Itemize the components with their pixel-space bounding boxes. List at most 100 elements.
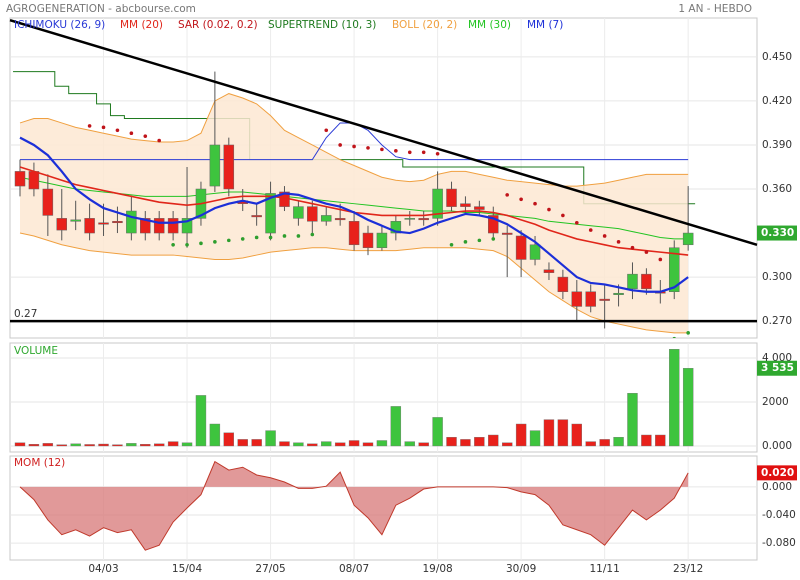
volume-bar (167, 441, 179, 447)
x-tick-label: 11/11 (590, 563, 620, 575)
volume-bar (195, 395, 207, 447)
legend-entry: MM (30) (468, 19, 511, 31)
volume-bar (14, 442, 26, 447)
x-tick-label: 30/09 (506, 563, 536, 575)
legend-entry: BOLL (20, 2) (392, 19, 457, 31)
volume-bar (223, 432, 235, 447)
volume-bar (112, 444, 123, 447)
volume-bar (682, 368, 694, 447)
volume-bar (474, 436, 485, 447)
candle-body (320, 215, 332, 222)
y-tick-label: 0.420 (762, 95, 792, 107)
candle-body (390, 221, 402, 234)
y-tick-label: 2000 (762, 396, 789, 408)
sar-dot (588, 228, 593, 232)
volume-bar (543, 419, 555, 447)
sar-dot (101, 125, 106, 130)
candle-body (668, 247, 680, 293)
sar-dot (324, 128, 329, 133)
sar-dot (143, 134, 148, 138)
sar-dot (644, 250, 649, 254)
sar-dot (352, 144, 356, 149)
legend-entry: MM (7) (527, 19, 563, 31)
candle-body (627, 273, 638, 290)
volume-bar (460, 439, 471, 447)
candle-body (418, 218, 429, 221)
sar-dot (185, 242, 189, 247)
candle-body (362, 232, 374, 248)
volume-bar (404, 441, 415, 447)
volume-bar (42, 443, 54, 447)
volume-bar (362, 442, 374, 447)
sar-dot (533, 201, 537, 206)
y-tick-label: 0.000 (762, 440, 792, 452)
candle-body (571, 291, 583, 307)
volume-bar (613, 436, 624, 447)
candle-body (153, 218, 165, 234)
trendline (9, 19, 758, 246)
volume-bar (307, 443, 318, 447)
candle-body (348, 221, 360, 246)
moving-average (19, 136, 689, 293)
volume-bar (529, 430, 541, 447)
volume-bar (279, 441, 290, 447)
main-plot (13, 71, 696, 338)
sar-dot (199, 241, 203, 246)
volume-bar (557, 419, 569, 447)
sar-dot (171, 242, 175, 247)
sar-dot (268, 235, 273, 240)
candle-body (70, 219, 81, 222)
sar-dot (157, 138, 161, 143)
candle-body (112, 221, 123, 224)
support-label: 0.27 (14, 308, 37, 320)
candle-body (613, 292, 624, 295)
sar-dot (547, 207, 551, 212)
sar-dot (240, 237, 245, 241)
x-tick-label: 15/04 (172, 563, 203, 575)
sar-dot (686, 331, 690, 335)
volume-bar (251, 439, 262, 447)
volume-bar (70, 443, 81, 447)
sar-dot (227, 238, 231, 243)
momentum-line (19, 460, 689, 551)
sar-dot (394, 149, 398, 153)
candle-body (209, 144, 221, 187)
sar-dot (616, 240, 621, 244)
y-tick-label: -0.080 (762, 537, 796, 549)
candle-body (474, 206, 485, 210)
volume-bar (585, 441, 596, 447)
volume-bar (265, 430, 276, 447)
candle-body (641, 273, 652, 290)
sar-dot (129, 131, 134, 136)
candle-body (251, 215, 262, 218)
candle-body (515, 235, 527, 260)
candle-body (42, 188, 54, 216)
panel-title: MOM (12) (14, 457, 65, 469)
sar-dot (505, 193, 510, 197)
candle-body (223, 144, 235, 190)
volume-bar (418, 442, 429, 447)
candle-body (334, 218, 346, 221)
volume-bar (655, 434, 666, 447)
sar-dot (519, 197, 523, 202)
candle-body (446, 188, 457, 207)
sar-dot (575, 220, 579, 225)
last-value-box (757, 360, 797, 376)
sar-dot (463, 240, 468, 244)
sar-dot (310, 232, 315, 237)
candle-body (56, 218, 68, 231)
legend-entry: MM (20) (120, 19, 163, 31)
sar-dot (115, 128, 120, 133)
volume-bar (432, 417, 443, 447)
last-value-label: 3 535 (761, 362, 794, 374)
chart-title: AGROGENERATION - abcbourse.com (6, 3, 196, 15)
sar-dot (435, 151, 440, 156)
volume-bar (56, 444, 67, 447)
sar-dot (338, 143, 342, 147)
volume-bar (98, 443, 109, 447)
candle-body (98, 222, 109, 225)
candle-body (84, 218, 95, 234)
volume-bar (376, 440, 388, 447)
volume-bar (515, 423, 527, 447)
